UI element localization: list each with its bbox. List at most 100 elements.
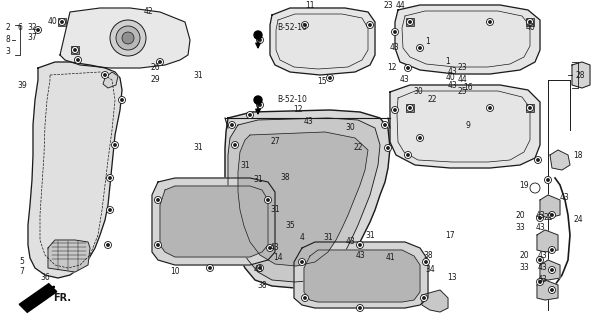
Text: 23: 23 (457, 63, 467, 73)
Text: 43: 43 (447, 81, 457, 90)
Circle shape (391, 107, 398, 114)
Text: 20: 20 (515, 211, 525, 220)
Text: 13: 13 (447, 274, 457, 283)
Text: 31: 31 (323, 234, 333, 243)
Text: 26: 26 (150, 63, 160, 73)
Text: 20: 20 (519, 251, 529, 260)
Text: 43: 43 (535, 211, 545, 220)
Text: 43: 43 (270, 244, 280, 252)
Text: 31: 31 (270, 205, 280, 214)
Text: 21: 21 (543, 213, 553, 222)
Circle shape (209, 267, 211, 269)
Text: 16: 16 (463, 84, 473, 92)
FancyBboxPatch shape (526, 18, 534, 26)
Circle shape (419, 47, 421, 49)
Text: B-52-10: B-52-10 (277, 23, 307, 33)
Circle shape (102, 71, 109, 78)
Text: 39: 39 (17, 81, 27, 90)
Polygon shape (60, 8, 190, 68)
Text: B-52-10: B-52-10 (277, 95, 307, 105)
Circle shape (534, 156, 542, 164)
Text: 11: 11 (305, 1, 315, 10)
Circle shape (157, 244, 159, 246)
Circle shape (231, 124, 233, 126)
Text: 33: 33 (515, 223, 525, 233)
FancyBboxPatch shape (58, 18, 66, 26)
Polygon shape (48, 240, 90, 272)
Text: 37: 37 (27, 34, 37, 43)
Text: 38: 38 (257, 281, 267, 290)
Circle shape (58, 19, 66, 26)
Circle shape (356, 242, 364, 249)
Circle shape (234, 144, 236, 146)
Polygon shape (228, 118, 380, 282)
Circle shape (530, 183, 540, 193)
FancyBboxPatch shape (526, 104, 534, 112)
Text: 43: 43 (560, 194, 570, 203)
Circle shape (549, 246, 555, 253)
Text: 30: 30 (413, 87, 423, 97)
Circle shape (257, 101, 263, 108)
Circle shape (154, 242, 162, 249)
Text: 43: 43 (355, 251, 365, 260)
Circle shape (406, 105, 413, 111)
Circle shape (416, 134, 424, 141)
Text: 24: 24 (573, 215, 583, 225)
Text: 34: 34 (425, 266, 435, 275)
Circle shape (539, 281, 541, 283)
Text: 31: 31 (365, 230, 375, 239)
Circle shape (121, 99, 123, 101)
Circle shape (259, 104, 261, 106)
Circle shape (304, 24, 306, 26)
Circle shape (537, 214, 543, 221)
Text: 42: 42 (143, 7, 153, 17)
Circle shape (367, 21, 373, 28)
Circle shape (537, 159, 539, 161)
Circle shape (394, 31, 396, 33)
Polygon shape (238, 132, 368, 266)
Text: 40: 40 (47, 18, 57, 27)
Circle shape (299, 259, 305, 266)
FancyBboxPatch shape (71, 46, 79, 54)
Text: 19: 19 (519, 180, 529, 189)
Text: 31: 31 (253, 175, 263, 185)
Circle shape (551, 289, 553, 291)
Text: 43: 43 (253, 266, 263, 275)
Circle shape (489, 21, 491, 23)
Circle shape (257, 265, 263, 271)
Text: 4: 4 (299, 234, 305, 243)
Circle shape (425, 261, 427, 263)
Circle shape (406, 19, 413, 26)
Circle shape (537, 257, 543, 263)
Text: 43: 43 (535, 223, 545, 233)
Polygon shape (270, 8, 375, 75)
FancyBboxPatch shape (406, 18, 414, 26)
Circle shape (547, 179, 549, 181)
Circle shape (326, 75, 334, 82)
Polygon shape (550, 150, 570, 170)
Text: 30: 30 (345, 124, 355, 132)
Circle shape (423, 259, 430, 266)
Polygon shape (304, 250, 420, 302)
Circle shape (300, 261, 303, 263)
Text: 6: 6 (17, 23, 22, 33)
Circle shape (157, 199, 159, 201)
Circle shape (249, 114, 251, 116)
Circle shape (74, 49, 76, 51)
Text: 43: 43 (537, 276, 547, 284)
Circle shape (207, 265, 213, 271)
Circle shape (486, 19, 493, 26)
Circle shape (154, 196, 162, 204)
Text: 38: 38 (423, 251, 433, 260)
Text: 43: 43 (399, 76, 409, 84)
Text: 43: 43 (537, 251, 547, 260)
Text: 27: 27 (270, 138, 280, 147)
Circle shape (114, 144, 116, 146)
Circle shape (551, 214, 553, 216)
Circle shape (105, 242, 112, 249)
Circle shape (109, 177, 111, 179)
Polygon shape (395, 5, 540, 74)
Circle shape (385, 145, 391, 151)
Circle shape (254, 96, 262, 104)
Circle shape (259, 39, 261, 41)
